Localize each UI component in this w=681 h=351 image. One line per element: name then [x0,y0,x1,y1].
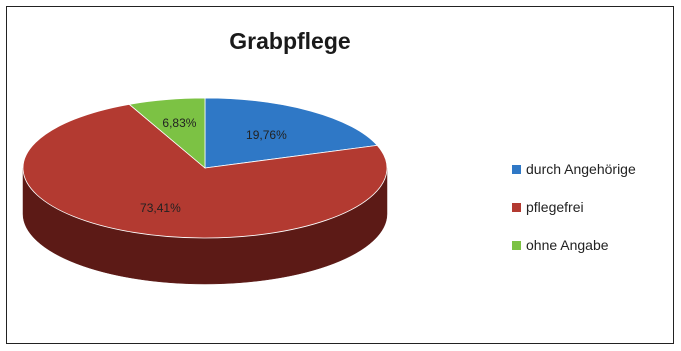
data-label-ohne-angabe: 6,83% [162,116,196,130]
pie-slice-durch-angehorige [204,97,379,169]
legend-label-pflegefrei: pflegefrei [526,199,584,215]
pie-chart: Grabpflege 19,76% 73,41% 6,83% durch Angeh… [22,28,636,285]
chart-frame: Grabpflege 19,76% 73,41% 6,83% durch Angeh… [6,6,674,344]
pie-slices [22,97,388,239]
legend: durch Angehörige pflegefrei ohne Angabe [512,161,636,253]
pie-slice-pflegefrei [22,103,388,239]
legend-label-ohne-angabe: ohne Angabe [526,237,609,253]
data-label-pflegefrei: 73,41% [140,201,181,215]
legend-label-durch-angehorige: durch Angehörige [526,161,636,177]
legend-swatch-ohne-angabe [512,241,521,250]
legend-swatch-pflegefrei [512,203,521,212]
pie-labels: 19,76% 73,41% 6,83% [140,116,287,215]
legend-swatch-durch-angehorige [512,165,521,174]
data-label-durch-angehorige: 19,76% [246,128,287,142]
pie-slice-ohne-angabe [128,97,206,169]
chart-title: Grabpflege [229,28,350,54]
